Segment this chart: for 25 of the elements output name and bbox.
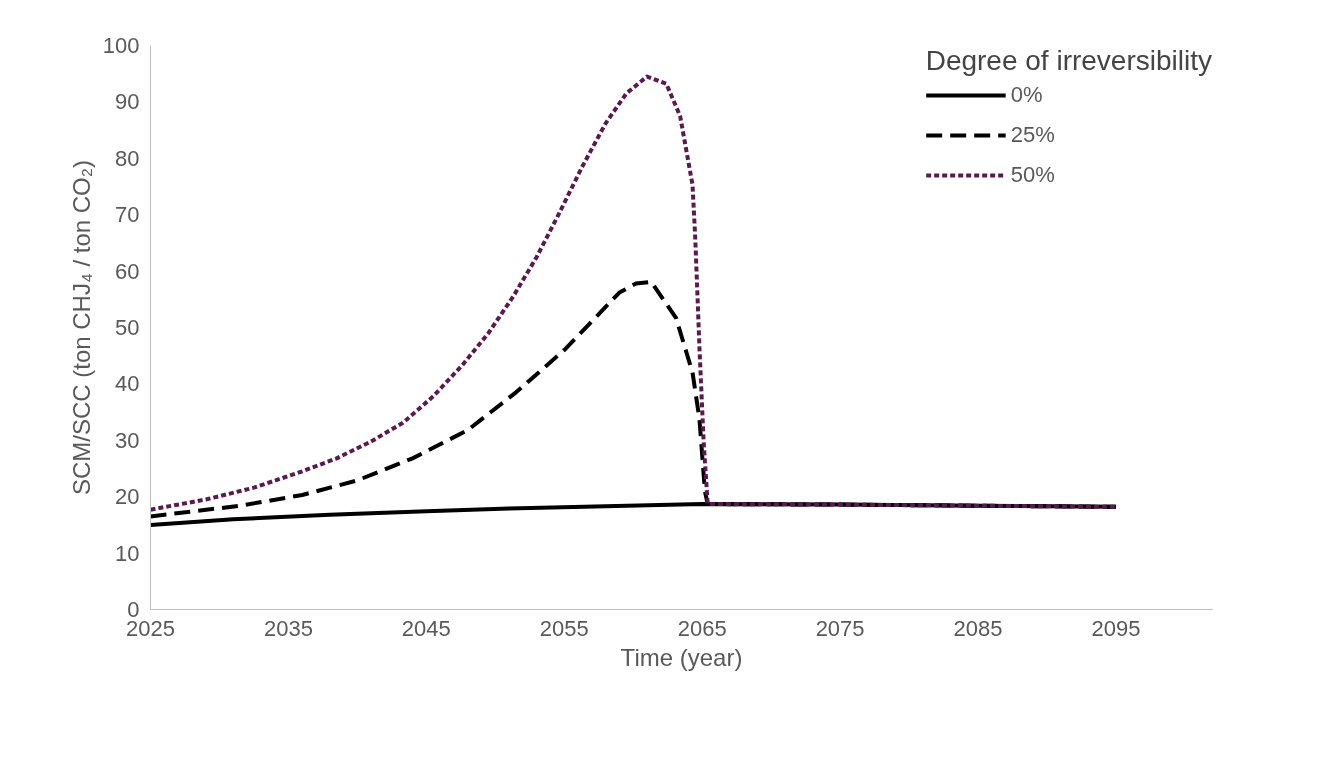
y-tick-label: 90 [115,89,140,115]
y-tick-label: 100 [102,33,140,58]
x-tick-label: 2045 [401,615,451,641]
y-tick-label: 70 [115,202,140,228]
y-tick-label: 30 [115,427,140,453]
legend-label: 0% [1010,82,1043,108]
x-tick-label: 2055 [539,615,589,641]
legend-title: Degree of irreversibility [925,45,1212,77]
legend-label: 25% [1010,122,1055,148]
y-tick-label: 80 [115,145,140,171]
y-axis-title: SCM/SCC (ton CHJ₄ / ton CO₂) [67,159,95,496]
y-tick-label: 0 [127,597,140,622]
x-tick-label: 2095 [1091,615,1141,641]
x-tick-label: 2065 [677,615,727,641]
y-tick-label: 60 [115,258,140,284]
y-tick-label: 20 [115,484,140,510]
x-tick-label: 2075 [815,615,865,641]
line-series [150,74,1118,512]
y-tick-label: 40 [115,371,140,397]
x-tick-label: 2085 [953,615,1003,641]
x-axis-title: Time (year) [620,643,743,671]
y-tick-label: 50 [115,315,140,340]
y-tick-label: 10 [115,540,140,566]
legend-label: 50% [1010,162,1055,188]
x-tick-label: 2035 [263,615,313,641]
